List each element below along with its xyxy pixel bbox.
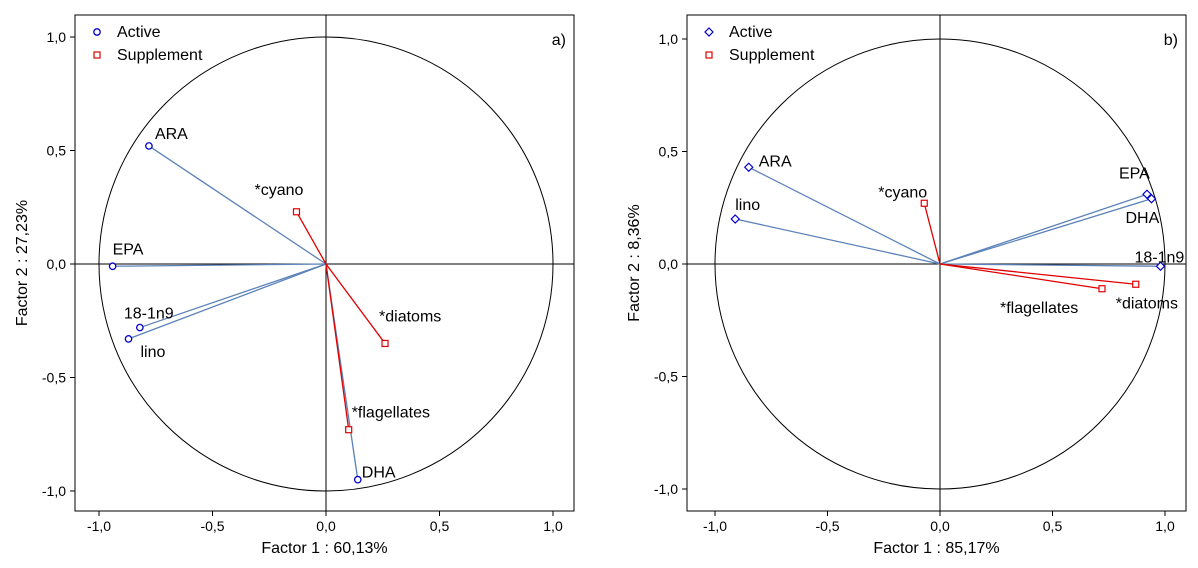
chart-panel-2: -1,0 -0,5 0,0 0,5 1,0 1,0 0,5 0,0 -0,5 -1,0 Factor… — [626, 14, 1187, 557]
data-point — [381, 339, 389, 348]
data-point — [108, 262, 117, 271]
legend-supplement-label: Supplement — [729, 47, 815, 64]
data-label: EPA — [113, 241, 144, 258]
x-tick-label: -0,5 — [200, 518, 224, 534]
chart-panel-1: -1,0 -0,5 0,0 0,5 1,0 1,0 0,5 0,0 -0,5 -1,0 Factor… — [14, 14, 575, 557]
y-tick-label: -1,0 — [42, 483, 66, 499]
loading-vector — [139, 263, 327, 329]
y-tick-label: 0,5 — [47, 143, 67, 159]
plot-frame — [74, 14, 575, 512]
loading-vector — [325, 263, 350, 430]
data-point — [1098, 285, 1106, 293]
data-point — [743, 162, 754, 173]
data-label: *diatoms — [379, 308, 441, 325]
x-tick-label: -1,0 — [703, 518, 727, 534]
loading-vector — [939, 263, 1136, 285]
y-tick-label: -0,5 — [654, 369, 678, 385]
data-label: DHA — [362, 465, 396, 482]
legend-active-label: Active — [729, 24, 773, 41]
y-tick-label: 0,0 — [47, 256, 67, 272]
panel-label: b) — [1164, 32, 1178, 49]
legend-active-label: Active — [117, 24, 161, 41]
panel-label: a) — [552, 32, 566, 49]
loading-vector — [128, 263, 327, 340]
legend-supplement-marker — [705, 51, 713, 59]
data-point — [124, 335, 133, 343]
x-axis-label: Factor 1 : 60,13% — [261, 540, 387, 557]
x-tick-label: -0,5 — [815, 518, 839, 534]
loading-vector — [325, 263, 386, 344]
x-tick-label: 1,0 — [1155, 518, 1175, 534]
loading-vector — [939, 263, 1103, 290]
loading-vector — [923, 203, 941, 265]
legend-active-marker — [93, 28, 101, 36]
x-axis-label: Factor 1 : 85,17% — [873, 540, 999, 557]
y-axis-label: Factor 2 : 8,36% — [626, 204, 643, 321]
data-point — [1142, 189, 1152, 200]
data-label: 18-1n9 — [1135, 249, 1185, 266]
legend-supplement-marker — [93, 51, 101, 59]
y-tick-label: 0,0 — [659, 256, 679, 272]
data-point — [353, 475, 362, 484]
data-label: *diatoms — [1116, 295, 1178, 312]
y-tick-label: -0,5 — [42, 370, 66, 386]
legend-supplement-label: Supplement — [117, 47, 203, 64]
loading-vector — [148, 145, 327, 265]
data-label: lino — [141, 344, 166, 361]
y-axis-label: Factor 2 : 27,23% — [14, 200, 31, 326]
data-label: ARA — [155, 126, 188, 143]
data-label: *flagellates — [352, 405, 430, 422]
data-point — [730, 214, 741, 224]
x-tick-label: -1,0 — [87, 518, 111, 534]
data-point — [1155, 261, 1166, 272]
y-tick-label: 1,0 — [47, 29, 67, 45]
data-point — [145, 142, 153, 150]
data-label: ARA — [759, 153, 792, 170]
loading-vector — [939, 198, 1152, 265]
data-point — [920, 199, 928, 207]
x-tick-label: 0,0 — [316, 518, 336, 534]
loading-vector — [748, 166, 941, 265]
loading-vector — [939, 263, 1161, 267]
y-tick-label: 0,5 — [659, 144, 679, 160]
x-tick-label: 0,5 — [430, 518, 450, 534]
data-label: *cyano — [254, 182, 303, 199]
data-label: EPA — [1119, 165, 1150, 182]
data-label: *flagellates — [1000, 300, 1078, 317]
x-tick-label: 0,0 — [930, 518, 950, 534]
data-point — [1146, 193, 1157, 204]
loading-vector — [112, 263, 327, 267]
data-point — [292, 208, 301, 216]
legend-active-marker — [704, 27, 714, 37]
loading-vector — [735, 218, 941, 265]
data-point — [345, 426, 353, 434]
data-label: *cyano — [878, 184, 927, 201]
data-point — [1132, 280, 1140, 288]
y-tick-label: 1,0 — [659, 31, 679, 47]
data-label: 18-1n9 — [124, 306, 174, 323]
data-label: lino — [735, 197, 760, 214]
x-tick-label: 0,5 — [1043, 518, 1063, 534]
x-tick-label: 1,0 — [543, 518, 563, 534]
data-point — [136, 323, 144, 332]
loading-vector — [295, 211, 327, 265]
plot-frame — [686, 14, 1187, 512]
data-label: DHA — [1126, 210, 1160, 227]
loading-vector — [939, 193, 1148, 265]
y-tick-label: -1,0 — [654, 481, 678, 497]
